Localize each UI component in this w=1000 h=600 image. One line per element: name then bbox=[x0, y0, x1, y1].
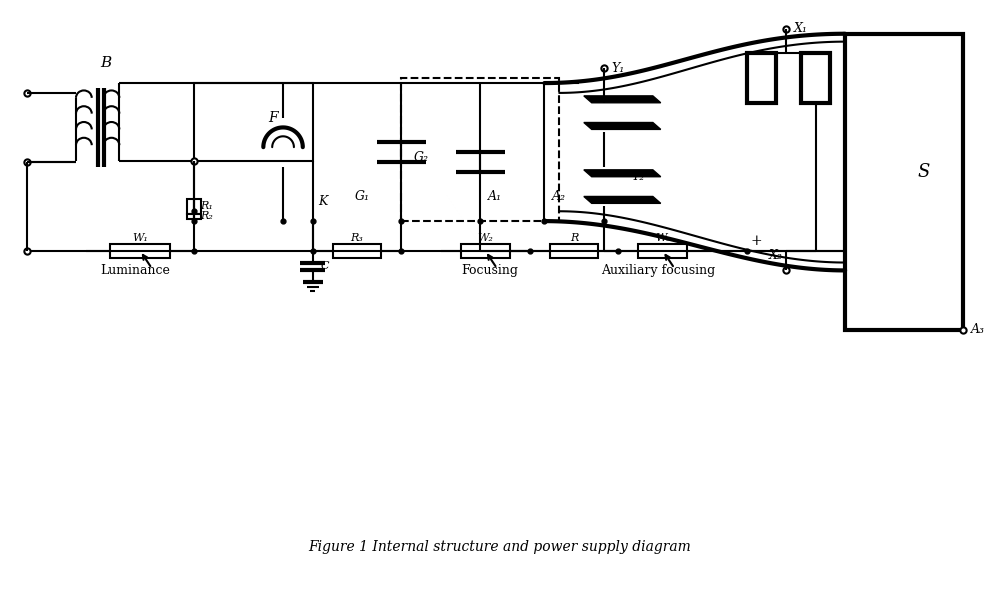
Bar bbox=[550, 244, 598, 257]
Text: A₁: A₁ bbox=[488, 190, 502, 203]
Text: W₁: W₁ bbox=[132, 233, 148, 243]
Bar bbox=[110, 244, 170, 257]
Text: W₂: W₂ bbox=[477, 233, 493, 243]
Bar bbox=[801, 53, 830, 103]
Text: Figure 1 Internal structure and power supply diagram: Figure 1 Internal structure and power su… bbox=[309, 539, 691, 554]
Text: R: R bbox=[570, 233, 578, 243]
Text: R₂: R₂ bbox=[200, 211, 213, 221]
Bar bbox=[187, 214, 201, 218]
Bar bbox=[194, 83, 313, 161]
Polygon shape bbox=[584, 196, 661, 203]
Bar bbox=[187, 199, 201, 214]
Text: S: S bbox=[918, 163, 930, 181]
Text: Y₂: Y₂ bbox=[631, 170, 645, 183]
Text: X₁: X₁ bbox=[794, 22, 808, 35]
Text: A₃: A₃ bbox=[971, 323, 985, 336]
Text: G₂: G₂ bbox=[414, 151, 429, 164]
Text: R₃: R₃ bbox=[351, 233, 363, 243]
Text: F: F bbox=[268, 110, 278, 125]
Bar bbox=[747, 53, 776, 103]
Text: A₂: A₂ bbox=[552, 190, 566, 203]
Text: K: K bbox=[318, 195, 327, 208]
Bar bbox=[401, 78, 559, 221]
Text: B: B bbox=[100, 56, 111, 70]
Text: Y₁: Y₁ bbox=[612, 62, 625, 75]
Text: Focusing: Focusing bbox=[462, 264, 519, 277]
Bar bbox=[333, 244, 381, 257]
Text: Luminance: Luminance bbox=[100, 264, 170, 277]
Text: W₃: W₃ bbox=[655, 233, 671, 243]
Text: G₁: G₁ bbox=[354, 190, 369, 203]
Bar bbox=[638, 244, 687, 257]
Bar bbox=[461, 244, 510, 257]
Text: C: C bbox=[320, 262, 329, 271]
Text: +: + bbox=[751, 234, 762, 248]
Polygon shape bbox=[584, 170, 661, 177]
Polygon shape bbox=[584, 122, 661, 130]
Text: X₂: X₂ bbox=[769, 249, 783, 262]
Bar bbox=[845, 34, 963, 329]
Polygon shape bbox=[584, 96, 661, 103]
Text: Auxiliary focusing: Auxiliary focusing bbox=[601, 264, 715, 277]
Text: R₁: R₁ bbox=[200, 202, 213, 211]
